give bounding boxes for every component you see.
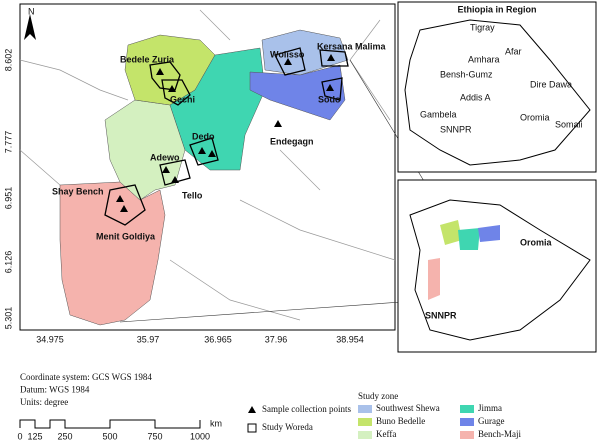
region-label: SNNPR [440,124,472,134]
zone-label: Southwest Shewa [376,403,440,413]
region-label: Oromia [520,112,550,122]
scale-unit: km [210,418,222,428]
place-label: Adewo [150,152,180,162]
place-label: Dedo [192,131,215,141]
zone-swatch [358,431,372,439]
study-zone-title: Study zone [358,391,398,401]
legend-label: Study Woreda [262,422,313,432]
lat-tick: 6.951 [3,187,13,210]
scale-label: 125 [27,431,42,441]
lon-tick: 37.96 [265,334,288,344]
place-label: Tello [182,190,203,200]
zone-label: Buno Bedelle [376,416,425,426]
place-label: Endegagn [270,136,314,146]
place-label: Sodo [318,94,341,104]
region-label: Addis A [460,92,491,102]
place-label: Bedele Zuria [120,54,175,64]
region-label: Tigray [470,22,495,32]
zone-region-label: SNNPR [425,310,457,320]
map-note: Coordinate system: GCS WGS 1984 [20,372,152,382]
region-label: Somali [555,119,583,129]
zone-swatch [358,405,372,413]
north-label: N [28,6,35,16]
legend-woreda-icon [247,423,257,433]
lon-tick: 34.975 [36,334,64,344]
zone-swatch [460,405,474,413]
zone-label: Bench-Maji [478,429,521,439]
legend-point-icon [248,406,256,413]
place-label: Kersana Malima [317,41,387,51]
woredas [104,47,349,226]
place-label: Gechi [170,94,195,104]
zones [59,29,349,326]
place-label: Wolisso [270,49,305,59]
map-note: Units: degree [20,397,68,407]
legend-label: Sample collection points [262,404,351,414]
zone-swatch [358,418,372,426]
scale-label: 500 [102,431,117,441]
scale-label: 250 [57,431,72,441]
scale-label: 750 [147,431,162,441]
zone-label: Keffa [376,429,396,439]
region-label: Bensh-Gumz [440,69,493,79]
region-label: Afar [505,46,522,56]
scale-label: 1000 [190,431,210,441]
region-label: Dire Dawa [530,79,572,89]
zone-swatch [460,431,474,439]
lon-tick: 36.965 [204,334,232,344]
north-arrow [24,14,36,40]
map-note: Datum: WGS 1984 [20,385,90,395]
zone-region-label: Oromia [520,237,553,247]
lon-tick: 38.954 [336,334,364,344]
scale-bar [19,419,201,429]
scale-label: 0 [17,431,22,441]
zone-inset-jimma [458,228,480,250]
lat-tick: 8.602 [3,49,13,72]
place-label: Menit Goldiya [96,231,156,241]
zone-inset-gurage [478,225,500,242]
lat-tick: 7.777 [3,131,13,154]
place-label: Shay Bench [52,186,104,196]
zone-swatch [460,418,474,426]
region-label: Amhara [468,54,500,64]
region-label: Gambela [420,109,457,119]
lat-tick: 6.126 [3,251,13,274]
lat-tick: 5.301 [3,307,13,330]
inset-title: Ethiopia in Region [458,4,537,14]
ethiopia-outline [404,19,591,166]
lon-tick: 35.97 [137,334,160,344]
zone-inset-bunobedelle [440,220,462,245]
zone-inset-benchmaji [428,258,440,300]
zone-label: Gurage [478,416,505,426]
zone-label: Jimma [478,403,502,413]
